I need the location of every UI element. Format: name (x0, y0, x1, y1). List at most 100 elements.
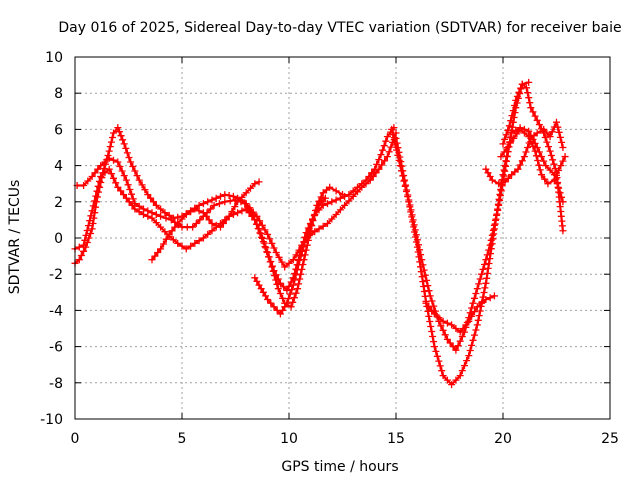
data-point (261, 226, 269, 234)
data-point (154, 249, 162, 256)
data-point (504, 174, 512, 182)
data-point (131, 167, 139, 175)
data-point (509, 107, 517, 115)
data-point (494, 206, 502, 214)
data-point (281, 263, 289, 271)
data-point (469, 299, 477, 307)
data-point (85, 222, 92, 230)
data-point (483, 274, 491, 282)
data-point (417, 251, 425, 259)
data-point (296, 275, 304, 283)
data-point (481, 284, 489, 292)
data-point (500, 148, 508, 156)
data-point (456, 372, 464, 380)
data-point (556, 133, 564, 141)
data-point (261, 243, 269, 251)
data-point (117, 187, 125, 195)
data-point (182, 245, 190, 253)
data-point (516, 125, 524, 133)
data-point (468, 341, 476, 349)
data-point (345, 191, 353, 199)
x-tick-label: 5 (178, 431, 187, 447)
data-point (264, 230, 272, 238)
data-series (71, 78, 569, 389)
data-point (558, 138, 566, 146)
data-point (416, 246, 423, 254)
data-point (520, 153, 528, 161)
data-point (94, 165, 102, 173)
y-tick-label: -6 (49, 340, 63, 356)
data-point (452, 346, 460, 354)
data-point (358, 183, 366, 191)
data-point (264, 296, 272, 303)
data-point (542, 162, 550, 170)
data-point (372, 169, 380, 177)
data-point (443, 319, 451, 327)
data-point (424, 282, 432, 290)
data-point (402, 181, 410, 189)
data-point (439, 317, 447, 325)
data-point (435, 357, 443, 365)
data-point (520, 129, 528, 137)
data-point (548, 128, 556, 136)
y-tick-label: -2 (49, 267, 63, 283)
data-point (473, 321, 481, 329)
data-point (389, 131, 397, 139)
data-point (488, 176, 496, 184)
data-point (354, 188, 361, 196)
data-point (270, 303, 278, 311)
data-point (311, 228, 319, 236)
series-track-b (73, 129, 400, 271)
data-point (392, 134, 400, 142)
data-point (555, 166, 563, 174)
data-point (362, 180, 370, 188)
data-point (138, 181, 146, 189)
data-point (550, 176, 558, 184)
data-point (122, 176, 130, 184)
data-point (86, 217, 94, 225)
data-point (88, 207, 96, 215)
data-point (438, 367, 446, 375)
data-point (266, 258, 274, 266)
y-tick-label: 6 (54, 122, 63, 138)
data-point (274, 285, 282, 293)
data-point (515, 88, 523, 96)
data-point (305, 225, 313, 233)
data-point (408, 211, 416, 219)
data-point (476, 275, 484, 283)
data-point (258, 233, 266, 241)
data-point (275, 253, 283, 261)
data-point (482, 165, 490, 173)
data-point (114, 124, 122, 132)
data-point (406, 201, 414, 209)
data-point (413, 236, 421, 244)
data-point (152, 211, 160, 218)
data-point (208, 196, 216, 204)
data-point (88, 173, 96, 180)
data-point (169, 236, 177, 244)
data-point (547, 152, 555, 159)
data-point (89, 202, 97, 210)
data-point (148, 214, 156, 222)
data-point (187, 242, 195, 250)
data-point (295, 280, 303, 288)
data-point (259, 288, 267, 296)
data-point (80, 241, 88, 249)
data-point (300, 243, 308, 251)
data-point (424, 307, 432, 315)
data-point (231, 203, 239, 211)
data-point (251, 216, 259, 224)
data-point (105, 147, 113, 155)
data-point (535, 121, 543, 129)
data-point (276, 279, 284, 287)
data-point (526, 99, 534, 107)
data-point (561, 153, 569, 161)
data-point (489, 226, 497, 234)
data-point (431, 343, 438, 351)
data-point (251, 180, 259, 188)
data-point (541, 175, 549, 183)
data-point (210, 201, 218, 209)
data-point (332, 187, 340, 195)
data-point (105, 154, 113, 162)
y-tick-label: -4 (49, 303, 63, 319)
